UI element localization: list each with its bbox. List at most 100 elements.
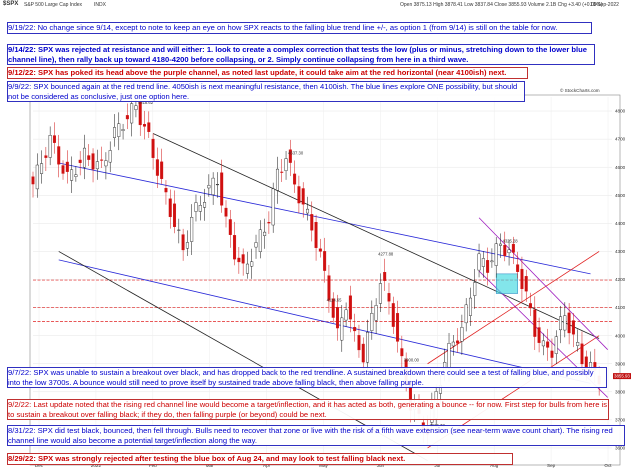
candle-body [220, 172, 224, 206]
price-label: 4277.88 [378, 252, 394, 257]
candle-body [87, 155, 91, 160]
y-axis-labels: 3600 3700 3800 3900 4000 4100 4200 4300 4400 4500… [615, 109, 626, 451]
note-text: SPX was strongly rejected after testing … [38, 454, 406, 463]
y-tick-label: 4100 [615, 305, 626, 310]
note-date: 9/12/22: [8, 68, 36, 77]
candle-body [160, 161, 164, 179]
candle-body [301, 188, 305, 205]
candle-body [370, 313, 374, 331]
candle-body [306, 208, 309, 214]
candle-body [550, 350, 554, 358]
note-date: 8/29/22: [8, 454, 36, 463]
candle-body [117, 123, 121, 137]
note-9-19-22: 9/19/22: No change since 9/14, except to… [7, 22, 592, 34]
candle-body [151, 138, 155, 158]
candle-body [147, 122, 151, 132]
candle-body [314, 222, 318, 248]
candle-body [511, 243, 515, 253]
y-tick-label: 4400 [615, 221, 626, 226]
candle-body [224, 207, 228, 217]
candle-body [340, 317, 344, 341]
price-label: 4637.30 [288, 151, 304, 156]
candle-body [95, 161, 99, 170]
blue-box-aug-24 [495, 273, 518, 294]
candle-body [477, 253, 481, 271]
candle-body [464, 304, 468, 324]
candle-body [78, 159, 82, 163]
note-9-9-22: 9/9/22: SPX bounced again at the red tre… [7, 81, 525, 103]
note-date: 9/7/22: [8, 368, 32, 377]
candle-body [203, 202, 207, 208]
candle-body [173, 203, 177, 227]
candle-body [348, 295, 352, 320]
candle-body [284, 158, 288, 171]
candle-body [378, 283, 382, 304]
y-tick-label: 4300 [615, 249, 626, 254]
candle-body [344, 309, 348, 321]
candle-body [271, 188, 275, 226]
candle-body [177, 229, 181, 231]
candle-body [65, 161, 69, 172]
x-tick-label: Feb [149, 463, 157, 468]
note-text: SPX has poked its head above the purple … [38, 68, 507, 77]
candle-body [74, 174, 78, 177]
note-text: SPX bounced again at the red trend line.… [8, 82, 518, 101]
candle-body [211, 177, 215, 195]
price-stats: Open 3875.13 High 3878.41 Low 3837.84 Cl… [400, 2, 603, 8]
candle-body [529, 303, 532, 309]
x-tick-label: Apr [263, 463, 271, 468]
candle-body [207, 185, 211, 189]
candle-body [357, 335, 361, 351]
candle-body [215, 184, 219, 186]
note-date: 8/31/22: [8, 426, 36, 435]
x-tick-label: Oct [604, 463, 612, 468]
candle-body [503, 244, 507, 256]
candle-body [100, 159, 104, 161]
candle-body [52, 135, 56, 143]
candle-body [134, 105, 138, 110]
index-name: S&P 500 Large Cap Index [24, 2, 83, 8]
y-tick-label: 3600 [615, 446, 626, 451]
candle-body [336, 307, 339, 329]
candle-body [233, 235, 237, 260]
candle-body [361, 343, 365, 363]
note-text: Last update noted that the rising red ch… [8, 400, 608, 419]
candle-body [245, 263, 249, 274]
candle-body [31, 176, 35, 185]
candle-body [143, 124, 146, 127]
candle-body [280, 171, 284, 173]
y-tick-label: 4700 [615, 137, 626, 142]
candle-body [113, 127, 116, 138]
y-tick-label: 4200 [615, 277, 626, 282]
price-label: 4818.62 [138, 100, 154, 105]
candle-body [494, 243, 498, 266]
y-tick-label: 3800 [615, 389, 626, 394]
candle-body [473, 282, 477, 296]
candle-body [374, 305, 378, 321]
candle-body [546, 341, 550, 348]
y-tick-label: 4500 [615, 193, 626, 198]
exchange-label: INDX [94, 2, 106, 8]
candle-body [138, 101, 142, 126]
y-tick-label: 4000 [615, 333, 626, 338]
x-tick-label: 2022 [91, 463, 102, 468]
symbol-label: $SPX [3, 1, 19, 7]
y-tick-label: 4800 [615, 109, 626, 114]
note-8-31-22: 8/31/22: SPX did test black, bounced, th… [7, 425, 625, 447]
candle-body [400, 348, 404, 357]
candle-body [250, 261, 254, 267]
candle-body [533, 309, 537, 337]
candle-body [318, 248, 322, 252]
candle-body [468, 297, 472, 316]
note-text: SPX did test black, bounced, then fell t… [8, 426, 613, 445]
candle-body [559, 316, 563, 331]
candle-body [447, 343, 451, 369]
candle-body [580, 343, 584, 365]
note-text: No change since 9/14, except to note to … [37, 23, 558, 32]
candle-body [241, 254, 245, 264]
price-label: 4114.65 [327, 297, 342, 302]
candle-body [391, 303, 395, 327]
candle-body [228, 219, 232, 235]
candle-body [387, 293, 391, 302]
candle-body [353, 327, 357, 332]
